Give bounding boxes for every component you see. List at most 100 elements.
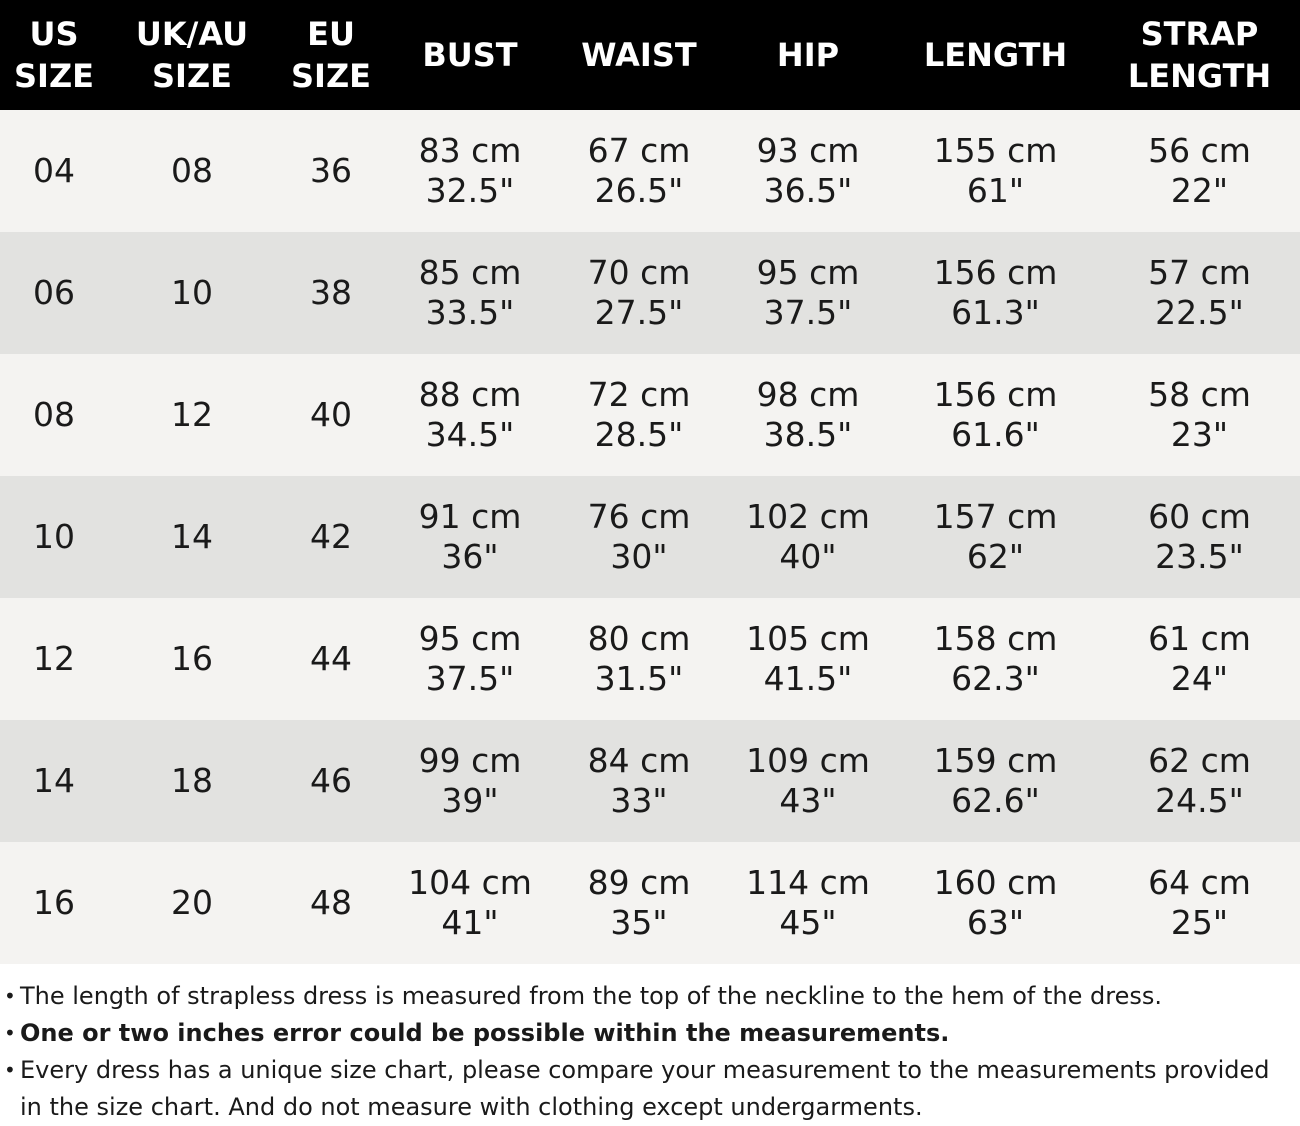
header-line: LENGTH [1127, 57, 1272, 95]
cell-uk-au-size: 08 [171, 151, 213, 190]
cell-cm: 84 cm [587, 741, 691, 780]
cell-cm: 98 cm [756, 375, 860, 414]
cell-cm: 67 cm [587, 131, 691, 170]
table-row: 10 14 42 91 cm 36" 76 cm 30" 102 cm 40" 157… [0, 476, 1300, 598]
cell-bust: 95 cm 37.5" [386, 598, 554, 720]
cell-length: 159 cm 62.6" [892, 720, 1099, 842]
header-bust: BUST [386, 0, 554, 110]
note-text: One or two inches error could be possibl… [20, 1019, 950, 1047]
cell-cm: 95 cm [756, 253, 860, 292]
cell-strap-length: 60 cm 23.5" [1099, 476, 1300, 598]
cell-inch: 23.5" [1155, 537, 1244, 576]
cell-inch: 25" [1170, 903, 1229, 942]
header-line: SIZE [151, 57, 232, 95]
cell-us-size: 04 [33, 151, 75, 190]
note-item: • The length of strapless dress is measu… [4, 978, 1300, 1015]
cell-inch: 62.3" [951, 659, 1040, 698]
cell-bust: 104 cm 41" [386, 842, 554, 964]
cell-eu-size: 38 [310, 273, 352, 312]
cell-inch: 22" [1170, 171, 1229, 210]
cell-cm: 105 cm [746, 619, 870, 658]
cell-cm: 114 cm [746, 863, 870, 902]
cell-inch: 61.6" [951, 415, 1040, 454]
header-uk-au-size: UK/AU SIZE [108, 0, 276, 110]
cell-strap-length: 57 cm 22.5" [1099, 232, 1300, 354]
cell-cm: 104 cm [408, 863, 532, 902]
cell-inch: 37.5" [425, 659, 515, 698]
cell-waist: 67 cm 26.5" [554, 110, 724, 232]
cell-cm: 93 cm [756, 131, 860, 170]
cell-hip: 114 cm 45" [724, 842, 892, 964]
note-item: • One or two inches error could be possi… [4, 1015, 1300, 1052]
cell-bust: 99 cm 39" [386, 720, 554, 842]
cell-length: 155 cm 61" [892, 110, 1099, 232]
table-row: 12 16 44 95 cm 37.5" 80 cm 31.5" 105 cm 41.… [0, 598, 1300, 720]
header-line: UK/AU [135, 15, 249, 53]
cell-cm: 70 cm [587, 253, 691, 292]
cell-length: 156 cm 61.3" [892, 232, 1099, 354]
cell-hip: 98 cm 38.5" [724, 354, 892, 476]
cell-inch: 38.5" [763, 415, 853, 454]
cell-inch: 63" [966, 903, 1025, 942]
measurement-notes: • The length of strapless dress is measu… [0, 964, 1300, 1126]
table-header-row: US SIZE UK/AU SIZE EU SIZE BUST WAIST [0, 0, 1300, 110]
cell-uk-au-size: 10 [171, 273, 213, 312]
cell-cm: 91 cm [418, 497, 522, 536]
cell-inch: 41" [441, 903, 499, 942]
cell-hip: 93 cm 36.5" [724, 110, 892, 232]
cell-eu-size: 42 [310, 517, 352, 556]
cell-inch: 30" [610, 537, 668, 576]
cell-cm: 57 cm [1148, 253, 1251, 292]
cell-inch: 24" [1170, 659, 1229, 698]
cell-strap-length: 56 cm 22" [1099, 110, 1300, 232]
cell-length: 156 cm 61.6" [892, 354, 1099, 476]
cell-eu-size: 44 [310, 639, 352, 678]
cell-bust: 88 cm 34.5" [386, 354, 554, 476]
cell-cm: 89 cm [587, 863, 691, 902]
cell-eu-size: 46 [310, 761, 352, 800]
cell-cm: 95 cm [418, 619, 522, 658]
cell-strap-length: 58 cm 23" [1099, 354, 1300, 476]
cell-hip: 105 cm 41.5" [724, 598, 892, 720]
cell-inch: 33" [610, 781, 668, 820]
cell-cm: 160 cm [933, 863, 1058, 902]
header-waist: WAIST [554, 0, 724, 110]
cell-cm: 76 cm [587, 497, 691, 536]
cell-hip: 95 cm 37.5" [724, 232, 892, 354]
cell-inch: 37.5" [763, 293, 853, 332]
cell-length: 160 cm 63" [892, 842, 1099, 964]
cell-cm: 62 cm [1148, 741, 1251, 780]
cell-inch: 39" [441, 781, 499, 820]
cell-inch: 24.5" [1155, 781, 1244, 820]
header-line: STRAP [1140, 15, 1259, 53]
cell-cm: 80 cm [587, 619, 691, 658]
cell-cm: 102 cm [746, 497, 870, 536]
cell-us-size: 08 [33, 395, 75, 434]
cell-inch: 61.3" [951, 293, 1040, 332]
cell-us-size: 06 [33, 273, 75, 312]
cell-waist: 76 cm 30" [554, 476, 724, 598]
cell-inch: 28.5" [594, 415, 684, 454]
cell-bust: 83 cm 32.5" [386, 110, 554, 232]
header-us-size: US SIZE [0, 0, 108, 110]
note-text: Every dress has a unique size chart, ple… [20, 1056, 1270, 1121]
cell-cm: 99 cm [418, 741, 522, 780]
cell-cm: 156 cm [933, 375, 1058, 414]
cell-waist: 84 cm 33" [554, 720, 724, 842]
cell-waist: 89 cm 35" [554, 842, 724, 964]
cell-cm: 83 cm [418, 131, 522, 170]
cell-uk-au-size: 12 [171, 395, 213, 434]
cell-strap-length: 62 cm 24.5" [1099, 720, 1300, 842]
cell-inch: 33.5" [425, 293, 515, 332]
cell-cm: 109 cm [746, 741, 870, 780]
cell-inch: 61" [966, 171, 1025, 210]
table-row: 08 12 40 88 cm 34.5" 72 cm 28.5" 98 cm 38.5… [0, 354, 1300, 476]
table-row: 04 08 36 83 cm 32.5" 67 cm 26.5" 93 cm 36.5… [0, 110, 1300, 232]
cell-inch: 43" [779, 781, 837, 820]
cell-uk-au-size: 20 [171, 883, 213, 922]
cell-cm: 157 cm [933, 497, 1058, 536]
cell-waist: 72 cm 28.5" [554, 354, 724, 476]
note-text: The length of strapless dress is measure… [20, 982, 1162, 1010]
header-line: WAIST [581, 36, 697, 74]
